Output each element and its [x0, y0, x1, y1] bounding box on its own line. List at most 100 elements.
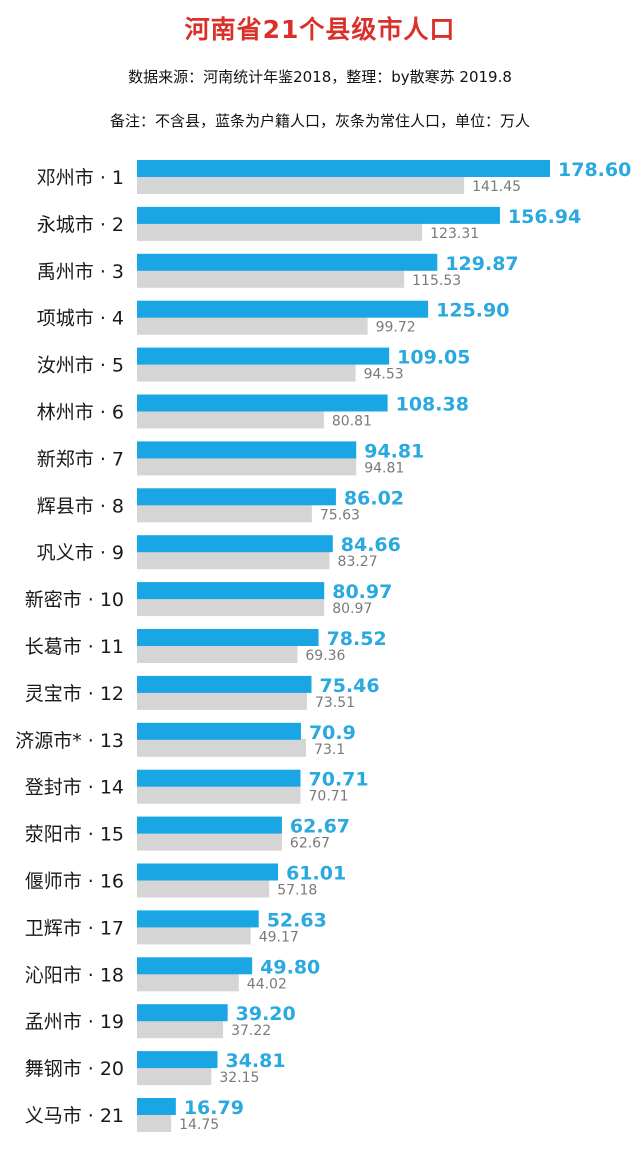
- category-label: 林州市 · 6: [37, 402, 124, 424]
- registered-bar: [137, 300, 429, 318]
- resident-bar: [137, 691, 307, 710]
- category-label: 新郑市 · 7: [37, 448, 124, 470]
- resident-value-label: 115.53: [412, 273, 461, 289]
- registered-value-label: 94.81: [364, 440, 424, 462]
- category-label: 舞钢市 · 20: [25, 1058, 124, 1080]
- resident-value-label: 62.67: [290, 836, 330, 852]
- registered-value-label: 39.20: [236, 1003, 296, 1025]
- registered-value-label: 80.97: [332, 581, 392, 603]
- resident-bar: [137, 269, 405, 288]
- resident-value-label: 94.81: [364, 460, 404, 476]
- registered-bar: [137, 160, 550, 177]
- registered-bar: [137, 1098, 176, 1115]
- category-label: 汝州市 · 5: [37, 355, 124, 377]
- registered-value-label: 109.05: [397, 347, 470, 369]
- resident-value-label: 123.31: [430, 226, 479, 242]
- chart-note: 备注：不含县，蓝条为户籍人口，灰条为常住人口，单位：万人: [109, 112, 530, 130]
- registered-value-label: 75.46: [319, 675, 379, 697]
- registered-value-label: 70.71: [309, 769, 369, 791]
- registered-bar: [137, 582, 325, 600]
- resident-bar: [137, 176, 465, 194]
- registered-bar: [137, 629, 319, 646]
- resident-value-label: 83.27: [338, 554, 378, 570]
- registered-value-label: 86.02: [344, 487, 404, 509]
- resident-value-label: 80.81: [332, 414, 372, 430]
- registered-bar: [137, 441, 357, 459]
- resident-bar: [137, 410, 324, 429]
- registered-value-label: 61.01: [286, 863, 346, 885]
- chart-title: 河南省21个县级市人口: [184, 15, 456, 44]
- registered-value-label: 49.80: [260, 956, 320, 978]
- registered-bar: [137, 253, 438, 271]
- resident-value-label: 75.63: [320, 507, 360, 523]
- resident-bar: [137, 832, 282, 851]
- resident-bar: [137, 738, 307, 757]
- registered-bar: [137, 1004, 228, 1022]
- registered-bar: [137, 769, 301, 787]
- category-label: 登封市 · 14: [25, 777, 124, 799]
- resident-bar: [137, 645, 298, 663]
- category-label: 新密市 · 10: [25, 589, 124, 611]
- resident-value-label: 70.71: [309, 789, 349, 805]
- resident-value-label: 44.02: [247, 976, 287, 992]
- category-label: 沁阳市 · 18: [25, 964, 124, 986]
- bar-chart: 邓州市 · 1 178.60 141.45 永城市 · 2 156.94 123.31 禹州…: [15, 159, 631, 1133]
- registered-bar: [137, 863, 279, 881]
- registered-value-label: 62.67: [290, 816, 350, 838]
- resident-value-label: 37.22: [231, 1023, 271, 1039]
- registered-value-label: 70.9: [309, 722, 356, 744]
- registered-bar: [137, 394, 388, 412]
- category-label: 荥阳市 · 15: [25, 824, 124, 846]
- resident-bar: [137, 879, 270, 898]
- resident-value-label: 73.1: [314, 742, 345, 758]
- category-label: 济源市* · 13: [15, 730, 124, 752]
- resident-value-label: 80.97: [332, 601, 372, 617]
- resident-bar: [137, 504, 312, 523]
- registered-value-label: 178.60: [558, 159, 631, 181]
- resident-value-label: 99.72: [376, 320, 416, 336]
- category-label: 永城市 · 2: [37, 214, 124, 236]
- resident-bar: [137, 973, 239, 992]
- resident-bar: [137, 551, 330, 570]
- resident-value-label: 32.15: [219, 1070, 259, 1086]
- resident-bar: [137, 1067, 212, 1086]
- category-label: 孟州市 · 19: [25, 1011, 124, 1033]
- registered-bar: [137, 816, 282, 834]
- registered-bar: [137, 488, 336, 506]
- category-label: 辉县市 · 8: [37, 495, 124, 517]
- resident-bar: [137, 785, 301, 804]
- resident-bar: [137, 222, 423, 241]
- resident-bar: [137, 457, 357, 476]
- category-label: 义马市 · 21: [25, 1105, 124, 1127]
- registered-bar: [137, 206, 500, 224]
- resident-bar: [137, 598, 325, 617]
- category-label: 偃师市 · 16: [25, 871, 124, 893]
- resident-bar: [137, 1114, 172, 1132]
- registered-bar: [137, 347, 390, 365]
- registered-bar: [137, 535, 333, 553]
- resident-value-label: 49.17: [259, 929, 299, 945]
- category-label: 长葛市 · 11: [25, 636, 124, 658]
- registered-value-label: 156.94: [508, 206, 581, 228]
- data-source: 数据来源：河南统计年鉴2018，整理：by散寒苏 2019.8: [128, 68, 512, 86]
- registered-bar: [137, 957, 253, 975]
- resident-bar: [137, 316, 368, 335]
- resident-value-label: 57.18: [277, 883, 317, 899]
- resident-value-label: 73.51: [315, 695, 355, 711]
- resident-value-label: 69.36: [305, 648, 345, 664]
- resident-value-label: 14.75: [179, 1117, 219, 1133]
- resident-bar: [137, 926, 251, 945]
- registered-value-label: 34.81: [225, 1050, 285, 1072]
- registered-value-label: 84.66: [341, 534, 401, 556]
- category-label: 邓州市 · 1: [37, 167, 124, 189]
- registered-value-label: 52.63: [267, 909, 327, 931]
- registered-value-label: 129.87: [445, 253, 518, 275]
- category-label: 禹州市 · 3: [37, 261, 124, 283]
- category-label: 卫辉市 · 17: [25, 917, 124, 939]
- resident-bar: [137, 1020, 224, 1039]
- registered-value-label: 78.52: [327, 628, 387, 650]
- registered-value-label: 16.79: [184, 1097, 244, 1119]
- resident-value-label: 94.53: [364, 367, 404, 383]
- category-label: 巩义市 · 9: [37, 542, 124, 564]
